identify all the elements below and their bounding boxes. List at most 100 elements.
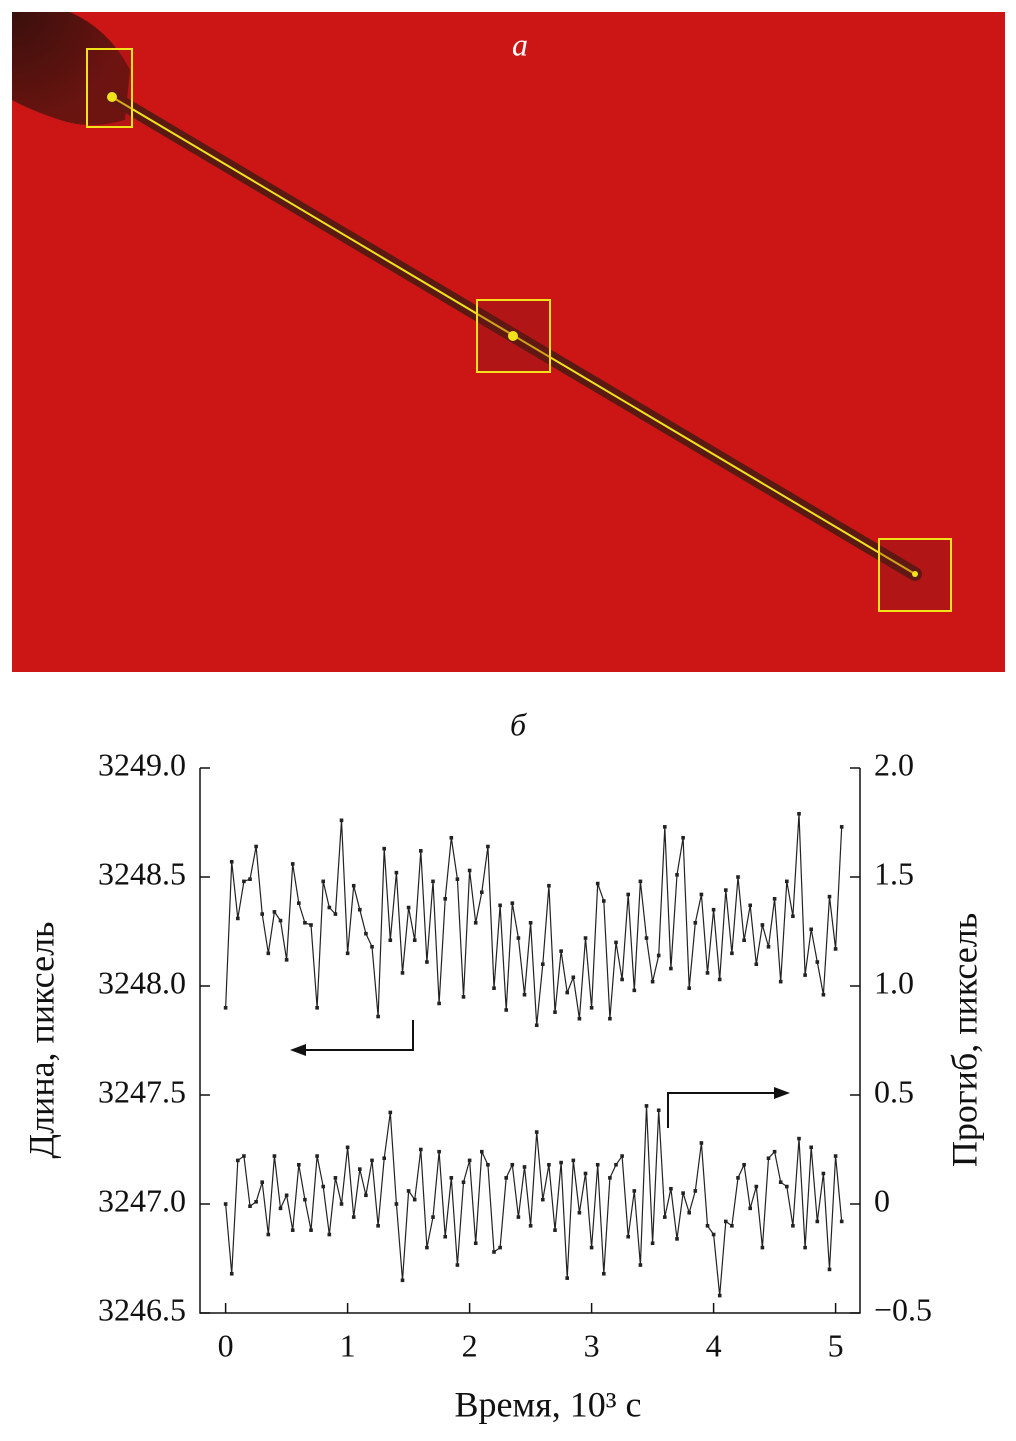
data-point (675, 1237, 679, 1241)
data-point (266, 1232, 271, 1237)
data-point (321, 1184, 326, 1189)
data-point (303, 920, 307, 925)
data-point (553, 1010, 557, 1014)
data-point (797, 1136, 801, 1141)
data-point (730, 1224, 734, 1228)
data-point (266, 951, 271, 956)
data-point (705, 1224, 710, 1228)
data-line (225, 813, 843, 1026)
data-point (358, 1167, 362, 1171)
data-point (577, 1016, 582, 1021)
data-point (778, 979, 783, 984)
data-point (388, 938, 393, 943)
data-point (717, 977, 722, 982)
data-point (754, 1184, 759, 1189)
y-tick-label: 3247.0 (98, 1182, 186, 1218)
data-point (248, 1204, 252, 1208)
data-point (644, 936, 649, 940)
data-point (528, 920, 533, 925)
data-point (248, 877, 252, 881)
data-point (821, 992, 826, 997)
data-point (595, 881, 600, 886)
data-point (254, 1200, 258, 1204)
data-point (370, 944, 374, 949)
arrowhead (774, 1087, 790, 1099)
x-tick-label: 4 (706, 1327, 722, 1363)
data-point (638, 1263, 643, 1267)
chart-title: б (510, 706, 527, 742)
x-axis-label: Время, 10³ с (454, 1384, 641, 1424)
data-point (693, 1189, 698, 1193)
data-point (766, 1156, 771, 1161)
data-point (382, 846, 387, 851)
data-point (412, 1197, 417, 1202)
data-point (358, 907, 362, 912)
data-point (547, 1162, 551, 1167)
data-point (608, 1176, 612, 1180)
data-point (516, 936, 521, 940)
data-point (467, 868, 472, 873)
data-point (595, 1162, 600, 1167)
data-line (225, 1105, 843, 1296)
data-point (437, 1001, 441, 1006)
data-point (339, 818, 344, 823)
data-point (229, 859, 234, 864)
data-point (583, 936, 588, 940)
data-point (626, 892, 631, 897)
data-point (504, 1176, 509, 1180)
data-point (303, 1197, 307, 1202)
data-point (571, 975, 576, 980)
data-point (699, 892, 704, 897)
data-point (736, 875, 740, 879)
y-tick-label: 3248.0 (98, 964, 186, 1000)
data-point (290, 862, 295, 866)
data-point (437, 1149, 441, 1154)
data-point (656, 953, 661, 958)
y-tick-label: 3246.5 (98, 1291, 186, 1327)
data-point (333, 912, 338, 916)
data-point (699, 1141, 704, 1145)
data-point (486, 1162, 490, 1167)
roi-point (912, 571, 918, 577)
data-point (492, 1250, 496, 1254)
y2-tick-label: 1.5 (874, 855, 914, 891)
y2-tick-label: 0 (874, 1182, 890, 1218)
data-point (760, 1245, 765, 1250)
data-point (602, 1271, 606, 1276)
data-point (242, 879, 246, 884)
data-point (223, 1006, 228, 1010)
data-point (467, 1158, 472, 1163)
data-point (449, 835, 454, 840)
data-point (772, 1149, 777, 1154)
data-point (242, 1154, 246, 1158)
data-point (547, 883, 551, 888)
data-point (791, 1224, 795, 1228)
data-point (742, 938, 746, 943)
x-tick-label: 5 (828, 1327, 844, 1363)
data-point (321, 879, 326, 884)
data-point (370, 1158, 374, 1163)
data-point (284, 958, 289, 962)
data-point (309, 923, 313, 927)
data-point (236, 916, 240, 921)
data-point (522, 992, 527, 997)
data-point (443, 897, 448, 901)
data-point (760, 923, 765, 927)
data-point (827, 894, 832, 899)
data-point (632, 1189, 637, 1193)
data-point (223, 1202, 228, 1206)
data-point (833, 1154, 838, 1158)
data-point (345, 951, 350, 956)
data-point (297, 1162, 301, 1167)
data-point (681, 835, 685, 840)
data-point (419, 1147, 423, 1152)
data-point (498, 1245, 502, 1250)
data-point (376, 1224, 380, 1228)
data-point (711, 1232, 716, 1237)
data-point (315, 1006, 319, 1010)
data-point (278, 1206, 283, 1211)
data-point (589, 1245, 594, 1250)
data-point (492, 986, 496, 990)
x-tick-label: 2 (462, 1327, 478, 1363)
